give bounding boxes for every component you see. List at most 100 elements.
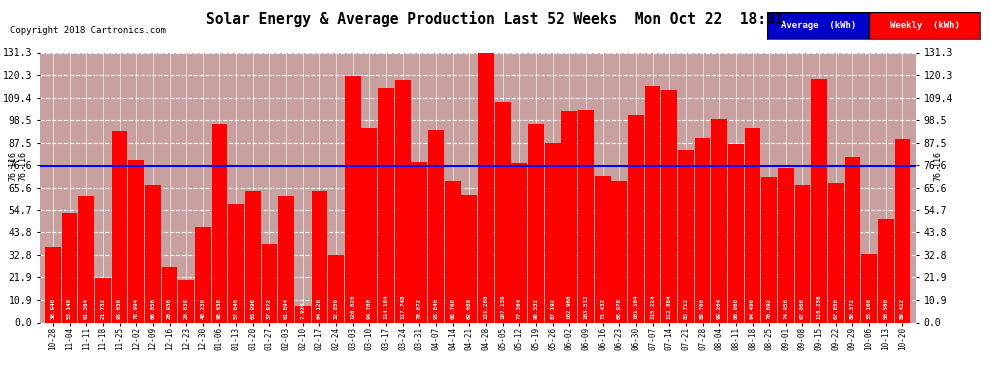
Text: 61.364: 61.364 — [84, 298, 89, 320]
Text: 93.036: 93.036 — [117, 298, 122, 320]
Text: 36.946: 36.946 — [50, 298, 55, 320]
Bar — [728, 144, 743, 322]
Text: 67.856: 67.856 — [834, 298, 839, 320]
Text: 115.224: 115.224 — [650, 295, 655, 320]
Text: 32.856: 32.856 — [334, 298, 339, 320]
Bar — [378, 88, 394, 322]
Text: 57.640: 57.640 — [234, 298, 239, 320]
Bar — [761, 177, 777, 322]
Bar — [612, 181, 628, 322]
Text: 103.512: 103.512 — [583, 295, 588, 320]
Bar — [844, 157, 860, 322]
Text: Weekly  (kWh): Weekly (kWh) — [890, 21, 959, 30]
Text: 102.968: 102.968 — [567, 295, 572, 320]
Text: 37.972: 37.972 — [267, 298, 272, 320]
Bar — [744, 128, 760, 322]
Bar — [345, 76, 360, 322]
Text: 26.936: 26.936 — [167, 298, 172, 320]
Text: 76.116: 76.116 — [934, 151, 942, 181]
Text: Copyright 2018 Cartronics.com: Copyright 2018 Cartronics.com — [10, 26, 165, 35]
Bar — [895, 139, 911, 322]
Text: 117.748: 117.748 — [400, 295, 405, 320]
Bar — [878, 219, 894, 322]
Text: 50.560: 50.560 — [883, 298, 888, 320]
Bar — [544, 143, 560, 322]
Text: 20.838: 20.838 — [184, 298, 189, 320]
Bar — [145, 185, 160, 322]
Bar — [328, 255, 344, 322]
Text: 46.230: 46.230 — [200, 298, 205, 320]
Bar — [811, 80, 827, 322]
Bar — [644, 86, 660, 322]
Bar — [129, 160, 145, 322]
Bar — [195, 227, 211, 322]
Text: 53.140: 53.140 — [67, 298, 72, 320]
Text: 80.372: 80.372 — [850, 298, 855, 320]
Text: 64.120: 64.120 — [317, 298, 322, 320]
Text: 70.692: 70.692 — [766, 298, 771, 320]
Text: 7.926: 7.926 — [300, 302, 305, 320]
Bar — [445, 181, 460, 322]
Text: 118.256: 118.256 — [817, 295, 822, 320]
Text: 107.136: 107.136 — [500, 295, 505, 320]
Bar — [295, 306, 311, 322]
Text: 63.996: 63.996 — [250, 298, 255, 320]
Text: 78.994: 78.994 — [134, 298, 139, 320]
Text: 62.080: 62.080 — [467, 298, 472, 320]
Bar — [78, 196, 94, 322]
Text: 87.192: 87.192 — [550, 298, 555, 320]
Text: 94.780: 94.780 — [367, 298, 372, 320]
Bar — [628, 115, 644, 322]
Bar — [512, 164, 528, 322]
Bar — [578, 110, 594, 322]
Bar — [178, 280, 194, 322]
Bar — [95, 278, 111, 322]
Text: 71.432: 71.432 — [600, 298, 605, 320]
Text: 68.768: 68.768 — [450, 298, 455, 320]
Text: 77.364: 77.364 — [517, 298, 522, 320]
Text: 86.668: 86.668 — [734, 298, 739, 320]
Text: 131.280: 131.280 — [483, 295, 488, 320]
Bar — [312, 190, 328, 322]
Text: 68.976: 68.976 — [617, 298, 622, 320]
Bar — [795, 185, 811, 322]
Bar — [828, 183, 843, 322]
Bar — [261, 244, 277, 322]
Text: 67.008: 67.008 — [800, 298, 805, 320]
Text: 94.496: 94.496 — [750, 298, 755, 320]
Bar — [245, 191, 260, 322]
Text: 112.864: 112.864 — [666, 295, 672, 320]
Bar — [45, 246, 60, 322]
Text: 96.332: 96.332 — [534, 298, 539, 320]
Bar — [395, 80, 411, 322]
Bar — [695, 138, 711, 322]
Text: 114.184: 114.184 — [383, 295, 388, 320]
Bar — [461, 195, 477, 322]
Bar — [778, 168, 794, 322]
Bar — [229, 204, 245, 322]
Text: 101.104: 101.104 — [634, 295, 639, 320]
Text: 76.116: 76.116 — [9, 151, 18, 181]
Bar — [278, 196, 294, 322]
Text: 99.204: 99.204 — [717, 298, 722, 320]
Bar — [711, 118, 727, 322]
Text: 78.072: 78.072 — [417, 298, 422, 320]
FancyBboxPatch shape — [869, 12, 980, 39]
Bar — [861, 254, 877, 322]
Bar — [478, 53, 494, 322]
Text: 33.100: 33.100 — [866, 298, 871, 320]
Text: 96.638: 96.638 — [217, 298, 222, 320]
Text: 76.116: 76.116 — [19, 151, 28, 181]
Bar — [161, 267, 177, 322]
Bar — [561, 111, 577, 322]
Bar — [428, 129, 444, 322]
Bar — [528, 124, 544, 322]
Text: Solar Energy & Average Production Last 52 Weeks  Mon Oct 22  18:01: Solar Energy & Average Production Last 5… — [206, 11, 784, 27]
Text: 93.840: 93.840 — [434, 298, 439, 320]
Text: 89.760: 89.760 — [700, 298, 705, 320]
Text: 89.412: 89.412 — [900, 298, 905, 320]
Bar — [361, 128, 377, 322]
Bar — [595, 176, 611, 322]
Text: Average  (kWh): Average (kWh) — [781, 21, 856, 30]
Text: 83.712: 83.712 — [683, 298, 688, 320]
